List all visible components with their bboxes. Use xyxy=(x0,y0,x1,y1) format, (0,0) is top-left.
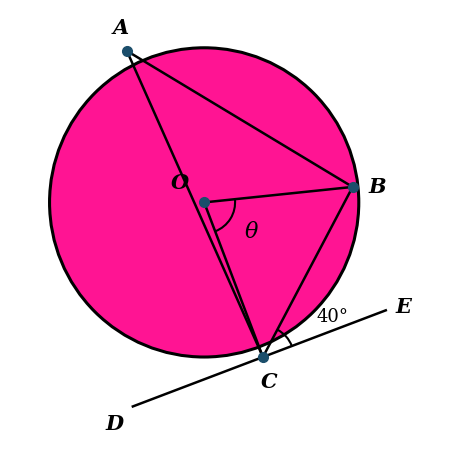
Text: 40°: 40° xyxy=(315,308,347,326)
Text: B: B xyxy=(367,177,385,197)
Text: C: C xyxy=(260,372,277,393)
Text: E: E xyxy=(394,297,410,317)
Text: θ: θ xyxy=(244,220,258,243)
Text: O: O xyxy=(170,173,188,193)
Text: A: A xyxy=(113,18,129,38)
Circle shape xyxy=(50,48,358,357)
Text: D: D xyxy=(105,414,123,434)
